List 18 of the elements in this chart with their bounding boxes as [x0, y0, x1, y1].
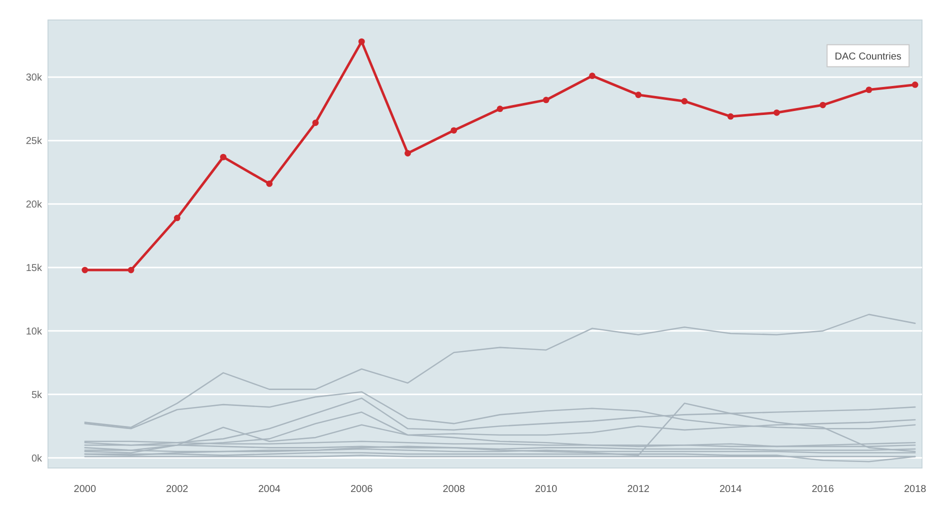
- x-tick-label: 2014: [719, 484, 742, 495]
- x-tick-label: 2010: [534, 484, 558, 495]
- y-tick-label: 10k: [26, 326, 43, 338]
- y-tick-label: 25k: [26, 136, 43, 148]
- x-tick-label: 2000: [74, 484, 96, 495]
- x-tick-label: 2004: [258, 484, 281, 495]
- y-tick-label: 30k: [26, 72, 43, 84]
- x-tick-label: 2006: [350, 484, 374, 495]
- y-tick-label: 20k: [26, 200, 43, 211]
- x-tick-label: 2018: [904, 484, 927, 495]
- y-tick-label: 0k: [31, 453, 43, 464]
- text: DAC Countries: [834, 52, 902, 63]
- y-tick-label: 15k: [26, 262, 43, 274]
- x-tick-label: 2012: [627, 484, 650, 495]
- y-tick-label: 5k: [31, 390, 43, 401]
- x-tick-label: 2008: [442, 484, 466, 495]
- x-tick-label: 2016: [812, 484, 834, 495]
- x-tick-label: 2002: [166, 484, 189, 495]
